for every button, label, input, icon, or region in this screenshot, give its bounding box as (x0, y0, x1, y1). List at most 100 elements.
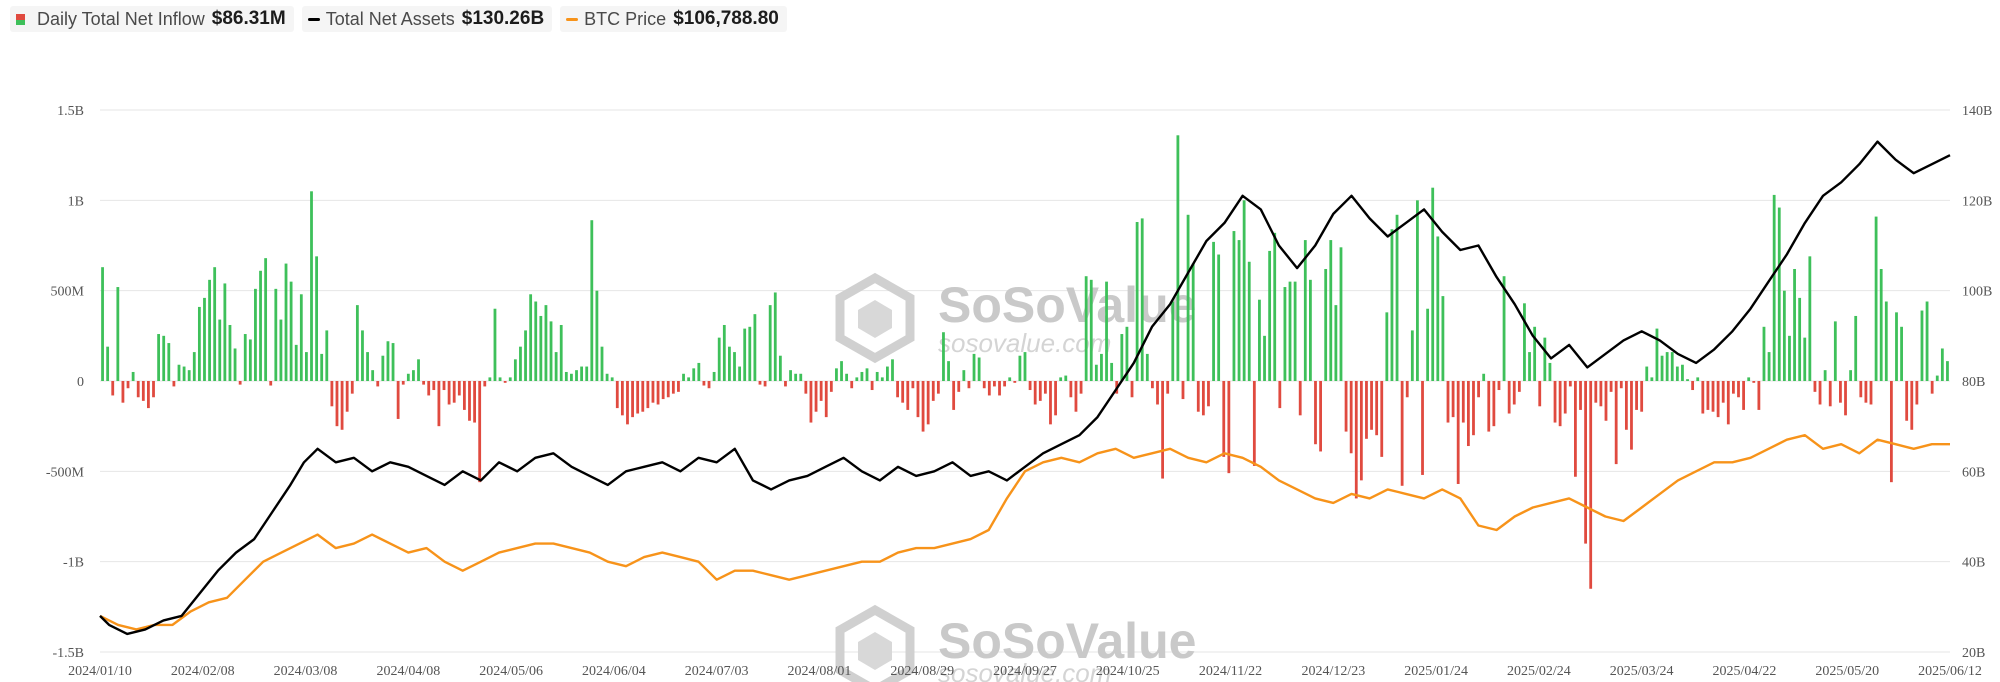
inflow-bar (1869, 381, 1873, 405)
legend-item-btc-price[interactable]: BTC Price $106,788.80 (560, 6, 787, 32)
inflow-bar (1084, 276, 1088, 381)
inflow-bar (126, 381, 130, 389)
inflow-bar (386, 341, 390, 381)
inflow-bar (1232, 231, 1236, 381)
inflow-bar (728, 346, 731, 381)
x-tick-label: 2024/11/22 (1199, 664, 1262, 679)
inflow-bar (1416, 200, 1419, 381)
inflow-bar (738, 366, 741, 381)
inflow-bar (147, 381, 150, 409)
inflow-bar (1497, 381, 1501, 391)
inflow-bar (192, 352, 196, 381)
inflow-bar (208, 279, 211, 381)
x-tick-label: 2024/01/10 (68, 664, 132, 679)
x-tick-label: 2025/01/24 (1404, 664, 1468, 679)
inflow-bar (1839, 381, 1842, 403)
y-left-tick-label: -1B (63, 556, 84, 571)
inflow-bar (931, 381, 935, 401)
inflow-bar (1604, 381, 1608, 421)
x-tick-label: 2024/03/08 (274, 664, 338, 679)
inflow-bar (1614, 381, 1618, 465)
inflow-bar (519, 346, 522, 381)
inflow-bar (626, 381, 629, 425)
inflow-bar (1023, 352, 1027, 381)
inflow-bar (289, 281, 293, 381)
inflow-bar (1314, 381, 1317, 445)
inflow-bar (1920, 310, 1924, 381)
inflow-bar (1655, 328, 1659, 381)
inflow-bar (1140, 218, 1144, 381)
inflow-bar (1828, 381, 1832, 407)
inflow-bar (789, 370, 792, 381)
inflow-bar (1176, 135, 1180, 381)
inflow-bar (355, 305, 359, 381)
inflow-bar (1808, 256, 1812, 381)
inflow-bar (1533, 326, 1537, 381)
inflow-bar (1696, 377, 1700, 381)
inflow-bar (778, 355, 782, 381)
inflow-bar (1803, 337, 1807, 381)
inflow-bar (758, 381, 762, 385)
inflow-bar (274, 288, 278, 381)
inflow-bar (223, 283, 227, 381)
inflow-bar (1665, 352, 1669, 381)
inflow-bar (361, 330, 364, 381)
inflow-bar (1120, 334, 1124, 381)
inflow-bar (279, 319, 283, 381)
inflow-bar (1742, 381, 1745, 410)
inflow-bar (1242, 200, 1246, 381)
inflow-bar (1507, 381, 1511, 414)
x-tick-label: 2024/04/08 (376, 664, 440, 679)
inflow-bar (131, 371, 135, 381)
inflow-bar (417, 359, 420, 381)
legend-item-total-net-assets[interactable]: Total Net Assets $130.26B (301, 6, 553, 32)
inflow-bar (254, 288, 257, 381)
x-tick-label: 2025/06/12 (1918, 664, 1982, 679)
y-right-tick-label: 120B (1962, 194, 1992, 209)
btc-price-line (99, 434, 1950, 631)
legend-label: Daily Total Net Inflow (37, 8, 205, 29)
x-tick-label: 2024/08/29 (890, 664, 954, 679)
inflow-bar (325, 330, 329, 381)
inflow-bar (213, 267, 217, 381)
inflow-bar (264, 258, 268, 381)
inflow-bar (136, 381, 140, 398)
inflow-bar (1334, 305, 1338, 381)
inflow-bar (1196, 381, 1200, 412)
inflow-bar (1426, 308, 1430, 381)
inflow-bar (141, 381, 145, 401)
inflow-bar (1721, 381, 1725, 403)
inflow-bar (763, 381, 767, 387)
inflow-bar (457, 381, 461, 396)
legend-item-daily-inflow[interactable]: Daily Total Net Inflow $86.31M (10, 6, 294, 32)
inflow-bar (1793, 268, 1796, 381)
inflow-bar (926, 381, 930, 425)
inflow-bar (1105, 281, 1108, 381)
inflow-bar (1609, 381, 1613, 392)
watermark-site: sosovalue.com (938, 658, 1111, 682)
inflow-bar (1691, 381, 1695, 391)
x-tick-label: 2025/03/24 (1610, 664, 1674, 679)
inflow-bar (631, 381, 634, 418)
inflow-bar (580, 366, 584, 381)
inflow-bar (1110, 362, 1114, 381)
inflow-bar (1782, 290, 1786, 381)
inflow-bar (422, 381, 426, 385)
inflow-bar (1630, 381, 1633, 450)
inflow-bar (743, 328, 747, 381)
y-axis-right: 20B 40B 60B 80B 100B 120B 140B (1962, 104, 1992, 661)
y-left-tick-label: 1.5B (57, 104, 84, 119)
inflow-bar (1884, 301, 1888, 381)
inflow-bar (1675, 366, 1679, 381)
inflow-bar (1568, 381, 1572, 387)
inflow-bar (993, 381, 996, 387)
inflow-bar (840, 361, 843, 381)
inflow-bar (305, 352, 308, 381)
inflow-bar (559, 324, 563, 381)
inflow-bar (1380, 381, 1384, 457)
inflow-bar (575, 370, 578, 381)
inflow-bar (692, 368, 696, 381)
inflow-bar (1788, 335, 1791, 381)
inflow-bar (534, 301, 538, 381)
